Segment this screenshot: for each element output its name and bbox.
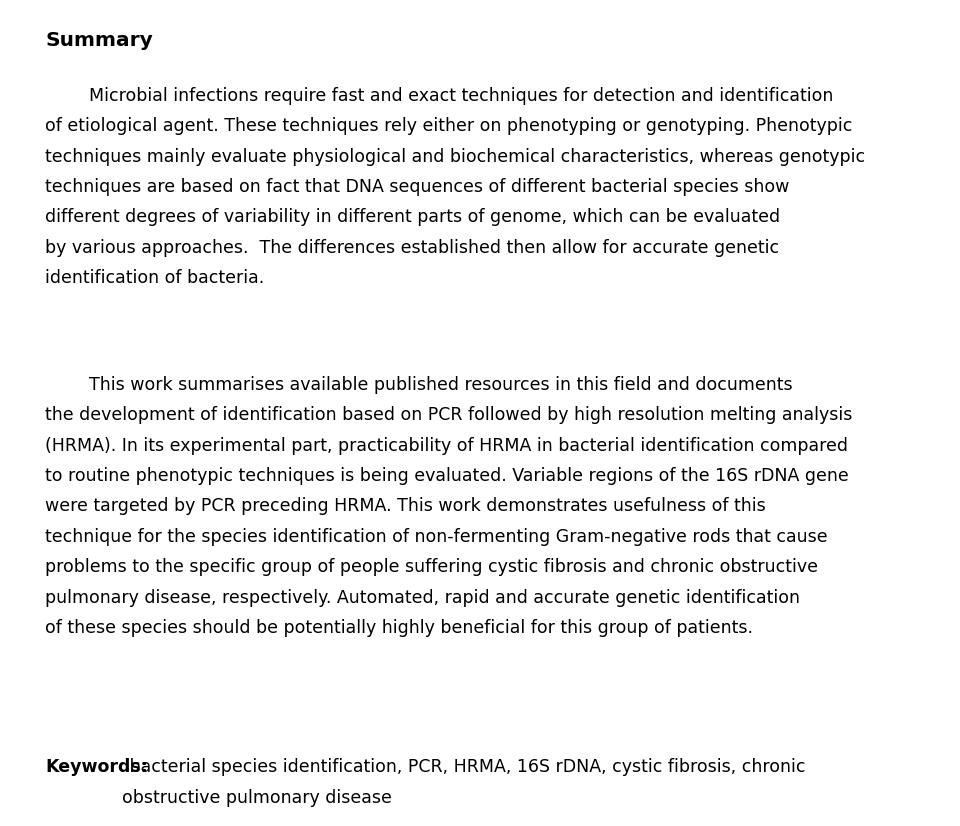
Text: (HRMA). In its experimental part, practicability of HRMA in bacterial identifica: (HRMA). In its experimental part, practi… [45, 437, 848, 454]
Text: pulmonary disease, respectively. Automated, rapid and accurate genetic identific: pulmonary disease, respectively. Automat… [45, 589, 800, 606]
Text: by various approaches.  The differences established then allow for accurate gene: by various approaches. The differences e… [45, 239, 780, 257]
Text: This work summarises available published resources in this field and documents: This work summarises available published… [45, 376, 793, 394]
Text: problems to the specific group of people suffering cystic fibrosis and chronic o: problems to the specific group of people… [45, 558, 818, 577]
Text: the development of identification based on PCR followed by high resolution melti: the development of identification based … [45, 406, 852, 425]
Text: to routine phenotypic techniques is being evaluated. Variable regions of the 16S: to routine phenotypic techniques is bein… [45, 467, 849, 485]
Text: bacterial species identification, PCR, HRMA, 16S rDNA, cystic fibrosis, chronic: bacterial species identification, PCR, H… [124, 758, 805, 776]
Text: of etiological agent. These techniques rely either on phenotyping or genotyping.: of etiological agent. These techniques r… [45, 117, 852, 135]
Text: different degrees of variability in different parts of genome, which can be eval: different degrees of variability in diff… [45, 208, 780, 226]
Text: Keywords:: Keywords: [45, 758, 148, 776]
Text: obstructive pulmonary disease: obstructive pulmonary disease [45, 789, 392, 807]
Text: were targeted by PCR preceding HRMA. This work demonstrates usefulness of this: were targeted by PCR preceding HRMA. Thi… [45, 497, 766, 515]
Text: Summary: Summary [45, 31, 153, 50]
Text: techniques mainly evaluate physiological and biochemical characteristics, wherea: techniques mainly evaluate physiological… [45, 148, 865, 165]
Text: technique for the species identification of non-fermenting Gram-negative rods th: technique for the species identification… [45, 528, 828, 546]
Text: of these species should be potentially highly beneficial for this group of patie: of these species should be potentially h… [45, 619, 753, 637]
Text: identification of bacteria.: identification of bacteria. [45, 269, 264, 287]
Text: techniques are based on fact that DNA sequences of different bacterial species s: techniques are based on fact that DNA se… [45, 178, 789, 196]
Text: Microbial infections require fast and exact techniques for detection and identif: Microbial infections require fast and ex… [45, 87, 833, 105]
